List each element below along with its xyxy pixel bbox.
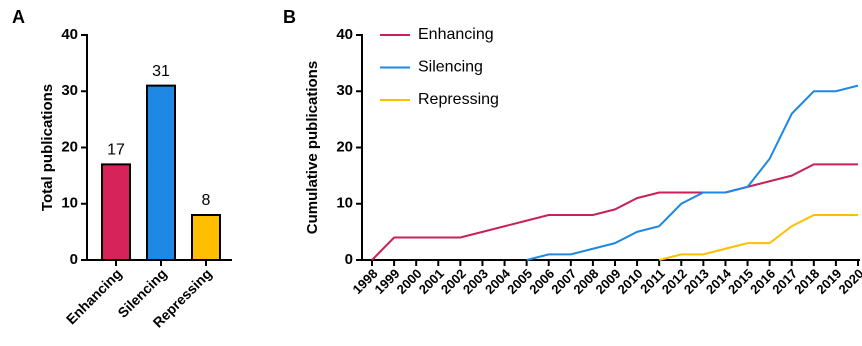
y-tick-label: 20 (61, 138, 78, 155)
line-series (526, 84, 859, 261)
y-tick-label: 40 (61, 26, 78, 43)
bar (146, 84, 176, 261)
panel-label: A (12, 7, 25, 27)
bar (101, 163, 131, 261)
y-axis-label: Total publications (39, 84, 56, 211)
y-tick-label: 10 (336, 195, 353, 212)
x-tick-label: Enhancing (63, 265, 125, 327)
line-series (658, 214, 858, 261)
legend-label: Enhancing (418, 26, 494, 43)
legend-label: Silencing (418, 59, 483, 76)
bar (191, 214, 221, 261)
data-label: 31 (152, 63, 170, 80)
y-tick-label: 20 (336, 138, 353, 155)
x-tick-label: 2020 (835, 266, 862, 297)
legend-label: Repressing (418, 91, 499, 108)
y-tick-label: 30 (61, 82, 78, 99)
line-series (371, 163, 858, 261)
y-tick-label: 40 (336, 26, 353, 43)
y-tick-label: 0 (70, 251, 78, 268)
y-axis-label: Cumulative publications (304, 61, 321, 234)
data-label: 17 (107, 142, 125, 159)
y-tick-label: 0 (345, 251, 353, 268)
y-tick-label: 30 (336, 82, 353, 99)
data-label: 8 (202, 192, 211, 209)
y-tick-label: 10 (61, 195, 78, 212)
panel-label: B (283, 7, 296, 27)
